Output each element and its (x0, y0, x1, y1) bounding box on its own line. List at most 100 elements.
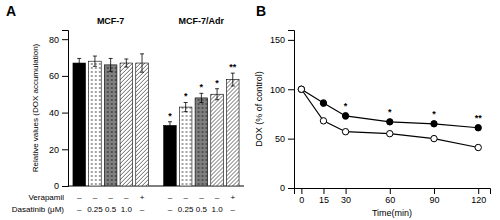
row-cell-label: 0.5 (105, 205, 117, 214)
error-bar-cap (231, 85, 235, 86)
series (298, 86, 481, 151)
bar (211, 94, 224, 186)
significance-label: * (344, 101, 348, 111)
significance-label: * (432, 109, 436, 119)
error-bar-cap (168, 129, 172, 130)
y-axis-tick: 50 (275, 134, 294, 144)
row-cell-label: 1.0 (212, 205, 224, 214)
x-axis-tick-mark (323, 188, 324, 194)
x-axis-tick: 30 (341, 188, 351, 205)
error-bar-stem (94, 56, 95, 66)
row-label: Dasatinib (μM) (12, 205, 65, 214)
y-axis-line (62, 31, 69, 187)
error-bar-stem (201, 93, 202, 102)
y-axis-tick-label: 150 (270, 35, 285, 45)
error-bar-cap (215, 88, 219, 89)
row-cell-label: 1.0 (121, 205, 133, 214)
error-bar-cap (93, 66, 97, 67)
y-axis: 050100150 (270, 31, 295, 194)
error-bar-stem (185, 102, 186, 111)
x-axis-tick-mark (434, 188, 435, 194)
y-axis-tick-label: 0 (54, 181, 59, 191)
error-bar-cap (184, 102, 188, 103)
point (320, 118, 326, 124)
x-axis-tick: 0 (299, 188, 304, 205)
y-axis-tick: 80 (49, 35, 68, 45)
error-bar-stem (142, 54, 143, 72)
significance-label: * (184, 91, 188, 101)
point (342, 129, 348, 135)
y-axis-tick: 0 (54, 181, 68, 191)
y-axis-tick-mark (288, 89, 294, 90)
y-axis-tick-mark (288, 139, 294, 140)
bars (73, 54, 239, 186)
y-axis-tick-label: 20 (49, 145, 59, 155)
y-axis-tick: 0 (280, 183, 294, 193)
error-bar-stem (79, 58, 80, 67)
error-bar-cap (199, 93, 203, 94)
error-bar (231, 73, 235, 86)
error-bar-cap (140, 72, 144, 73)
bar (73, 63, 86, 186)
point (298, 86, 304, 92)
error-bar-stem (110, 58, 111, 71)
point (475, 144, 481, 150)
y-axis-title: Relative values (DOX accumulation) (31, 43, 40, 172)
error-bar (199, 93, 203, 102)
error-bar (184, 102, 188, 111)
bar (164, 125, 177, 186)
point (298, 86, 304, 92)
bar (226, 80, 239, 186)
error-bar-cap (140, 53, 144, 54)
error-bar (77, 58, 81, 67)
panel: 050100150015306090120*****Time(min)DOX (… (254, 3, 491, 218)
bar (120, 63, 133, 186)
row-cell-label: – (140, 205, 145, 214)
panel-title: A (6, 3, 16, 19)
y-axis-tick: 60 (49, 71, 68, 81)
significance-label: * (168, 111, 172, 121)
row-cell-label: – (215, 193, 220, 202)
y-axis-title: DOX (% of control) (254, 71, 264, 147)
row-cell-label: 0.5 (196, 205, 208, 214)
y-axis-tick-mark (62, 113, 68, 114)
y-axis-tick-label: 0 (280, 183, 285, 193)
error-bar-cap (199, 102, 203, 103)
error-bar-stem (169, 122, 170, 129)
y-axis-tick-label: 40 (49, 108, 59, 118)
y-axis-tick-mark (62, 186, 68, 187)
x-axis-tick-label: 15 (319, 195, 329, 205)
panel: 020406080MCF-7******MCF-7/AdrVerapamil––… (6, 3, 244, 214)
line (301, 89, 478, 128)
row-cell-label: – (199, 193, 204, 202)
row-cell-label: – (77, 193, 82, 202)
error-bar-cap (231, 73, 235, 74)
error-bar (140, 54, 144, 72)
error-bar-cap (124, 67, 128, 68)
error-bar-cap (109, 71, 113, 72)
y-axis-tick-label: 60 (49, 71, 59, 81)
chart: 020406080MCF-7******MCF-7/AdrVerapamil––… (0, 0, 500, 220)
y-axis-line (288, 31, 295, 189)
x-axis-tick: 60 (385, 188, 395, 205)
y-axis-tick: 150 (270, 35, 294, 45)
x-axis-tick: 120 (471, 188, 486, 205)
y-axis-tick-mark (62, 76, 68, 77)
group-label: MCF-7 (97, 16, 125, 26)
bar-group (164, 73, 239, 186)
error-bar-cap (77, 67, 81, 68)
point (387, 119, 393, 125)
x-axis: 0 15 30 60 90 120 (295, 188, 491, 205)
point (342, 113, 348, 119)
x-axis-tick: 15 (319, 188, 329, 205)
point (387, 130, 393, 136)
significance-label: * (200, 82, 204, 92)
x-axis-tick: 90 (429, 188, 439, 205)
significance-label: ** (475, 113, 483, 123)
error-bar (109, 58, 113, 71)
x-axis-tick-label: 90 (429, 195, 439, 205)
bar (104, 65, 117, 186)
point (431, 135, 437, 141)
error-bar-cap (77, 58, 81, 59)
row-cell-label: – (77, 205, 82, 214)
